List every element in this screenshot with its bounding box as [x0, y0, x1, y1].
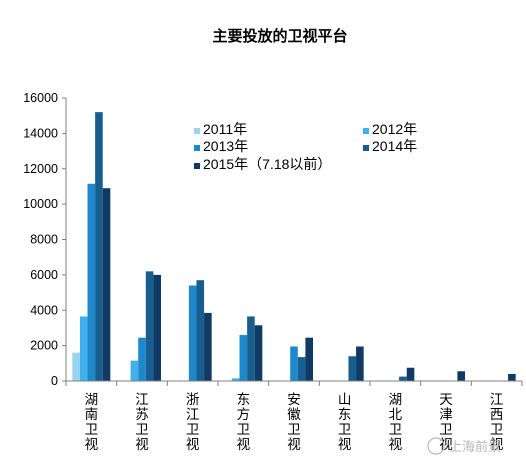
bar	[138, 337, 146, 381]
wechat-icon	[427, 437, 445, 455]
bar	[356, 346, 364, 381]
bar	[239, 335, 248, 381]
bar	[145, 271, 154, 381]
watermark: 上海前景	[427, 437, 501, 455]
bar	[95, 112, 103, 382]
legend: 2011年 2012年 2013年 2014年 2015年（7.18以前）	[194, 121, 417, 172]
x-category-label: 湖北卫视	[389, 392, 403, 453]
bar	[87, 183, 96, 381]
y-tick-label: 10000	[23, 197, 58, 211]
bar	[348, 356, 357, 381]
y-tick-label: 4000	[30, 303, 58, 317]
x-category-label: 安徽卫视	[287, 392, 301, 453]
bar	[153, 274, 161, 381]
bar	[254, 325, 263, 381]
x-category-label: 天津卫视	[439, 392, 453, 453]
bar	[196, 280, 205, 381]
watermark-text: 上海前景	[449, 439, 501, 455]
y-tick-label: 12000	[23, 162, 58, 176]
bar	[406, 367, 415, 381]
bar	[247, 316, 255, 381]
legend-swatch	[194, 128, 200, 134]
legend-label: 2014年	[372, 138, 417, 154]
legend-swatch	[194, 145, 200, 151]
bar	[79, 316, 88, 381]
y-axis: 0 2000 4000 6000 8000 10000 12000 14000 16000	[23, 91, 67, 388]
legend-label: 2012年	[372, 121, 417, 137]
x-category-label: 山东卫视	[338, 392, 352, 453]
y-tick-label: 6000	[30, 268, 58, 282]
legend-swatch	[363, 145, 369, 151]
y-tick-label: 2000	[30, 339, 58, 353]
x-category-label: 东方卫视	[237, 392, 251, 453]
bar	[72, 352, 80, 381]
x-category-label: 湖南卫视	[85, 392, 99, 453]
bar	[102, 188, 111, 381]
bar	[305, 337, 313, 381]
y-tick-label: 0	[51, 374, 58, 388]
bar	[399, 376, 407, 381]
bar	[130, 360, 139, 381]
bar	[290, 346, 298, 381]
bar	[231, 378, 240, 381]
legend-swatch	[194, 163, 200, 169]
bars	[72, 112, 516, 382]
bar	[457, 371, 465, 381]
y-tick-label: 16000	[23, 91, 58, 105]
x-category-label: 江苏卫视	[135, 392, 149, 453]
chart-title: 主要投放的卫视平台	[212, 27, 347, 45]
bar	[204, 312, 212, 381]
legend-label: 2011年	[203, 121, 247, 137]
y-tick-label: 14000	[23, 126, 58, 140]
x-category-label: 江西卫视	[490, 392, 504, 453]
bar	[188, 285, 197, 381]
bar	[297, 357, 306, 381]
legend-label: 2015年（7.18以前）	[203, 156, 331, 172]
y-tick-label: 8000	[30, 233, 58, 247]
legend-label: 2013年	[203, 138, 248, 154]
bar	[508, 373, 516, 381]
legend-swatch	[363, 128, 369, 134]
x-category-label: 浙江卫视	[186, 392, 200, 453]
x-axis: 湖南卫视 江苏卫视 浙江卫视 东方卫视 安徽卫视 山东卫视 湖北卫视 天津卫视 江西卫视	[65, 380, 523, 453]
